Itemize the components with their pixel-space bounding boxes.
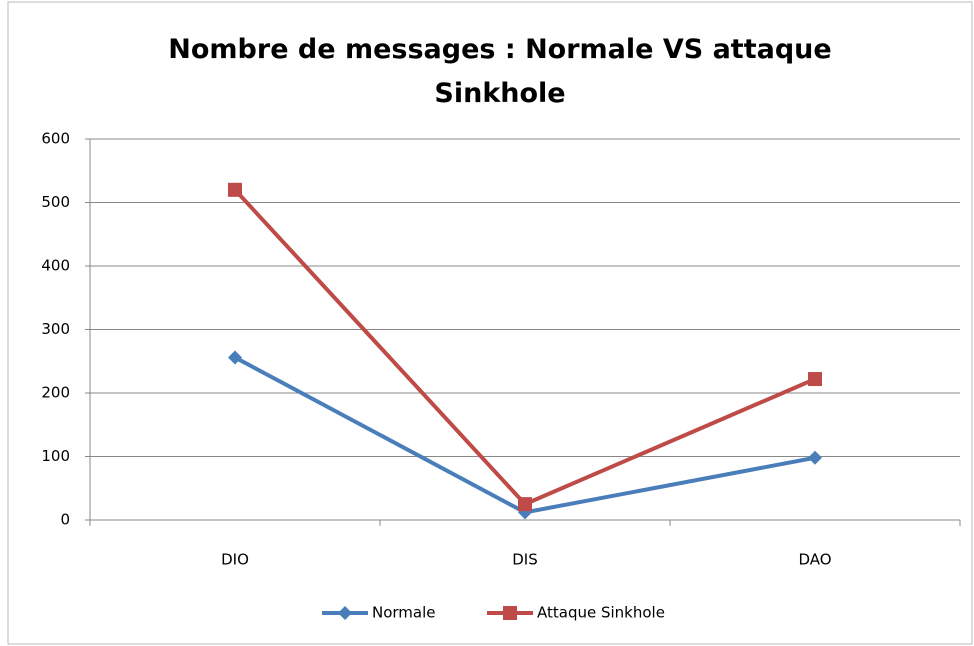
- legend-marker: [503, 606, 517, 620]
- y-tick-label: 0: [60, 511, 70, 529]
- chart-title: Nombre de messages : Normale VS attaque …: [168, 34, 832, 109]
- legend-marker: [338, 606, 352, 620]
- data-point: [228, 350, 242, 365]
- y-tick-label: 500: [41, 193, 70, 211]
- legend-label: Normale: [372, 604, 436, 622]
- x-tick-label: DAO: [798, 551, 831, 569]
- y-tick-label: 600: [41, 130, 70, 148]
- data-point: [808, 450, 822, 465]
- y-tick-label: 400: [41, 257, 70, 275]
- y-tick-label: 100: [41, 447, 70, 465]
- data-point: [518, 497, 532, 512]
- data-point: [808, 372, 822, 387]
- chart-frame: [7, 1, 973, 645]
- x-tick-label: DIO: [221, 551, 249, 569]
- y-tick-label: 300: [41, 320, 70, 338]
- legend-label: Attaque Sinkhole: [537, 604, 665, 622]
- data-point: [228, 182, 242, 197]
- y-tick-label: 200: [41, 384, 70, 402]
- x-tick-label: DIS: [512, 551, 538, 569]
